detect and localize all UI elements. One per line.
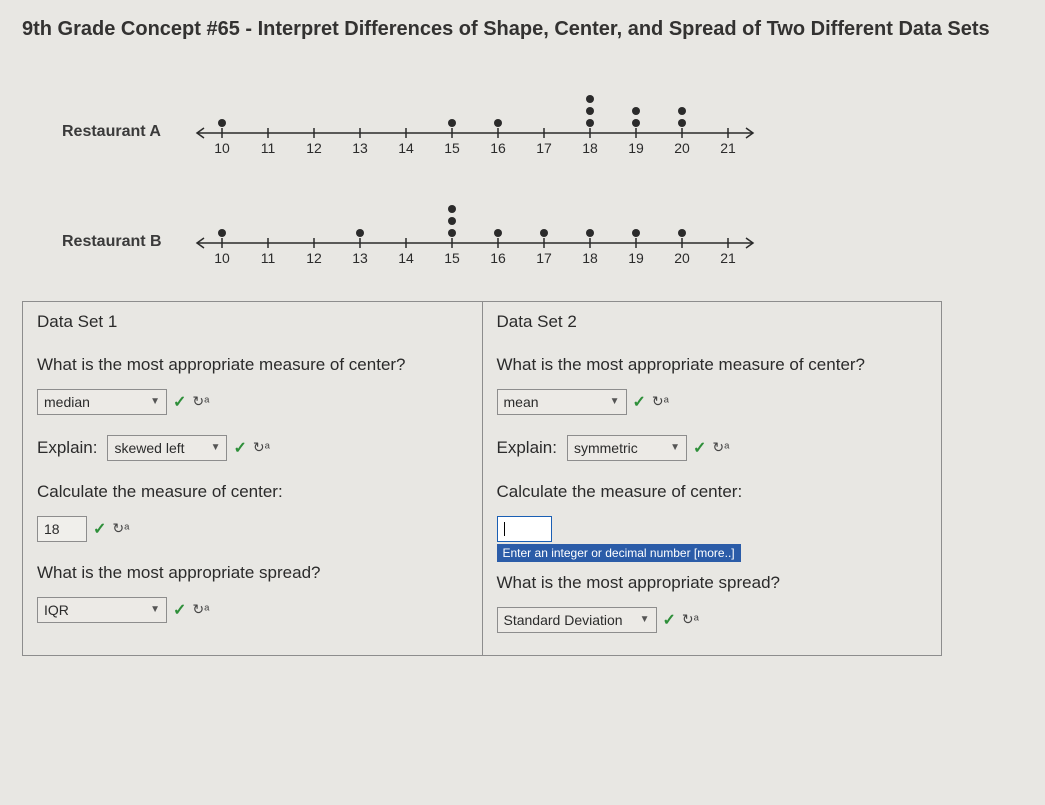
dotplot-row: Restaurant A 10 11 12 13 14 15 16 17 18 19 20 21 [62, 81, 1023, 161]
check-icon: ✓ [93, 519, 106, 539]
svg-text:17: 17 [536, 140, 552, 156]
check-icon: ✓ [693, 438, 706, 458]
panel1-explain-label: Explain: [37, 438, 97, 458]
svg-text:19: 19 [628, 140, 644, 156]
svg-text:20: 20 [674, 250, 690, 266]
retry-icon[interactable]: ↻ᵃ [253, 439, 270, 456]
panel2-explain-value: symmetric [574, 440, 638, 456]
svg-text:15: 15 [444, 250, 460, 266]
svg-text:16: 16 [490, 140, 506, 156]
svg-text:12: 12 [306, 140, 322, 156]
panel2-q-spread: What is the most appropriate spread? [497, 572, 928, 595]
panel1-spread-value: IQR [44, 602, 69, 618]
panel2-explain-label: Explain: [497, 438, 557, 458]
svg-text:15: 15 [444, 140, 460, 156]
retry-icon[interactable]: ↻ᵃ [192, 393, 209, 410]
panel1-explain-select[interactable]: skewed left ▼ [107, 435, 227, 461]
svg-text:11: 11 [261, 140, 276, 156]
retry-icon[interactable]: ↻ᵃ [712, 439, 729, 456]
panel2-body: What is the most appropriate measure of … [482, 340, 942, 655]
panel2-center-value: mean [504, 394, 539, 410]
panel2-spread-select[interactable]: Standard Deviation ▼ [497, 607, 657, 633]
panel1-header: Data Set 1 [23, 302, 483, 341]
panel2-header: Data Set 2 [482, 302, 942, 341]
check-icon: ✓ [633, 392, 646, 412]
page-title: 9th Grade Concept #65 - Interpret Differ… [22, 18, 1023, 41]
panel2-explain-select[interactable]: symmetric ▼ [567, 435, 687, 461]
chevron-down-icon: ▼ [610, 396, 620, 407]
panel1-q-spread: What is the most appropriate spread? [37, 562, 468, 585]
panel1-explain-value: skewed left [114, 440, 184, 456]
check-icon: ✓ [173, 600, 186, 620]
retry-icon[interactable]: ↻ᵃ [192, 601, 209, 618]
dotplot-svg: 10 11 12 13 14 15 16 17 18 19 20 21 [192, 81, 758, 161]
dotplot-label: Restaurant A [62, 123, 192, 161]
panel1-center-select[interactable]: median ▼ [37, 389, 167, 415]
svg-text:12: 12 [306, 250, 322, 266]
svg-text:14: 14 [398, 140, 414, 156]
chevron-down-icon: ▼ [211, 442, 221, 453]
panel2-spread-value: Standard Deviation [504, 612, 623, 628]
svg-text:18: 18 [582, 250, 598, 266]
answers-table: Data Set 1 Data Set 2 What is the most a… [22, 301, 942, 656]
panel1-body: What is the most appropriate measure of … [23, 340, 483, 655]
retry-icon[interactable]: ↻ᵃ [682, 611, 699, 628]
svg-text:19: 19 [628, 250, 644, 266]
panel1-q-calc: Calculate the measure of center: [37, 481, 468, 504]
dotplot-svg: 10 11 12 13 14 15 16 17 18 19 20 21 [192, 191, 758, 271]
panel1-q-center: What is the most appropriate measure of … [37, 354, 468, 377]
svg-text:21: 21 [720, 140, 736, 156]
check-icon: ✓ [173, 392, 186, 412]
panel1-spread-select[interactable]: IQR ▼ [37, 597, 167, 623]
svg-text:13: 13 [352, 250, 368, 266]
panel2-center-select[interactable]: mean ▼ [497, 389, 627, 415]
check-icon: ✓ [233, 438, 246, 458]
dotplots-container: Restaurant A101112131415161718192021Rest… [62, 81, 1023, 271]
chevron-down-icon: ▼ [640, 614, 650, 625]
svg-text:16: 16 [490, 250, 506, 266]
panel2-calc-input[interactable] [497, 516, 552, 542]
panel1-center-value: median [44, 394, 90, 410]
panel2-q-calc: Calculate the measure of center: [497, 481, 928, 504]
svg-text:17: 17 [536, 250, 552, 266]
svg-text:10: 10 [214, 140, 230, 156]
panel2-q-center: What is the most appropriate measure of … [497, 354, 928, 377]
svg-text:10: 10 [214, 250, 230, 266]
chevron-down-icon: ▼ [670, 442, 680, 453]
svg-text:13: 13 [352, 140, 368, 156]
svg-text:11: 11 [261, 250, 276, 266]
svg-text:14: 14 [398, 250, 414, 266]
retry-icon[interactable]: ↻ᵃ [652, 393, 669, 410]
svg-text:20: 20 [674, 140, 690, 156]
panel1-calc-input[interactable]: 18 [37, 516, 87, 542]
svg-text:21: 21 [720, 250, 736, 266]
svg-text:18: 18 [582, 140, 598, 156]
panel2-calc-hint: Enter an integer or decimal number [more… [497, 544, 741, 562]
dotplot-label: Restaurant B [62, 233, 192, 271]
dotplot-row: Restaurant B 10 11 12 13 14 15 16 17 18 19 20 21 [62, 191, 1023, 271]
retry-icon[interactable]: ↻ᵃ [112, 520, 129, 537]
chevron-down-icon: ▼ [150, 604, 160, 615]
chevron-down-icon: ▼ [150, 396, 160, 407]
check-icon: ✓ [663, 610, 676, 630]
